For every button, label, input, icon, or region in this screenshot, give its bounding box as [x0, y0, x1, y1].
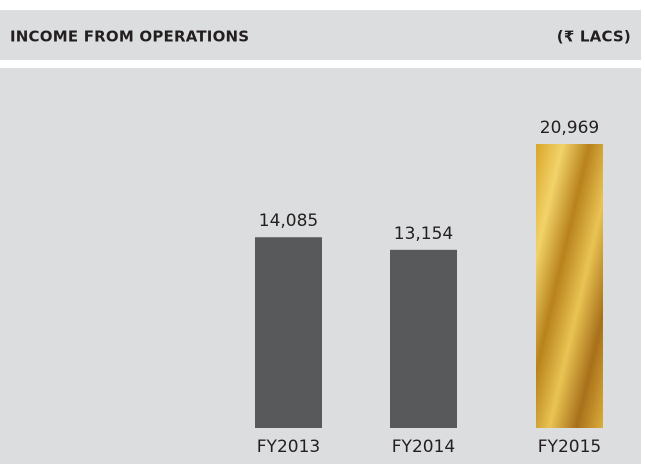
- bar: [390, 249, 457, 428]
- bar: [255, 237, 322, 428]
- x-tick-label: FY2013: [257, 437, 320, 457]
- x-tick-label: FY2015: [538, 437, 601, 457]
- x-tick-label: FY2014: [392, 437, 455, 457]
- value-label: 20,969: [540, 118, 599, 138]
- chart-title: INCOME FROM OPERATIONS: [10, 28, 249, 46]
- bar: [536, 144, 603, 428]
- value-label: 14,085: [259, 211, 318, 231]
- value-label: 13,154: [394, 224, 453, 244]
- unit-label: (₹ LACS): [557, 28, 631, 46]
- header-band: [0, 10, 641, 60]
